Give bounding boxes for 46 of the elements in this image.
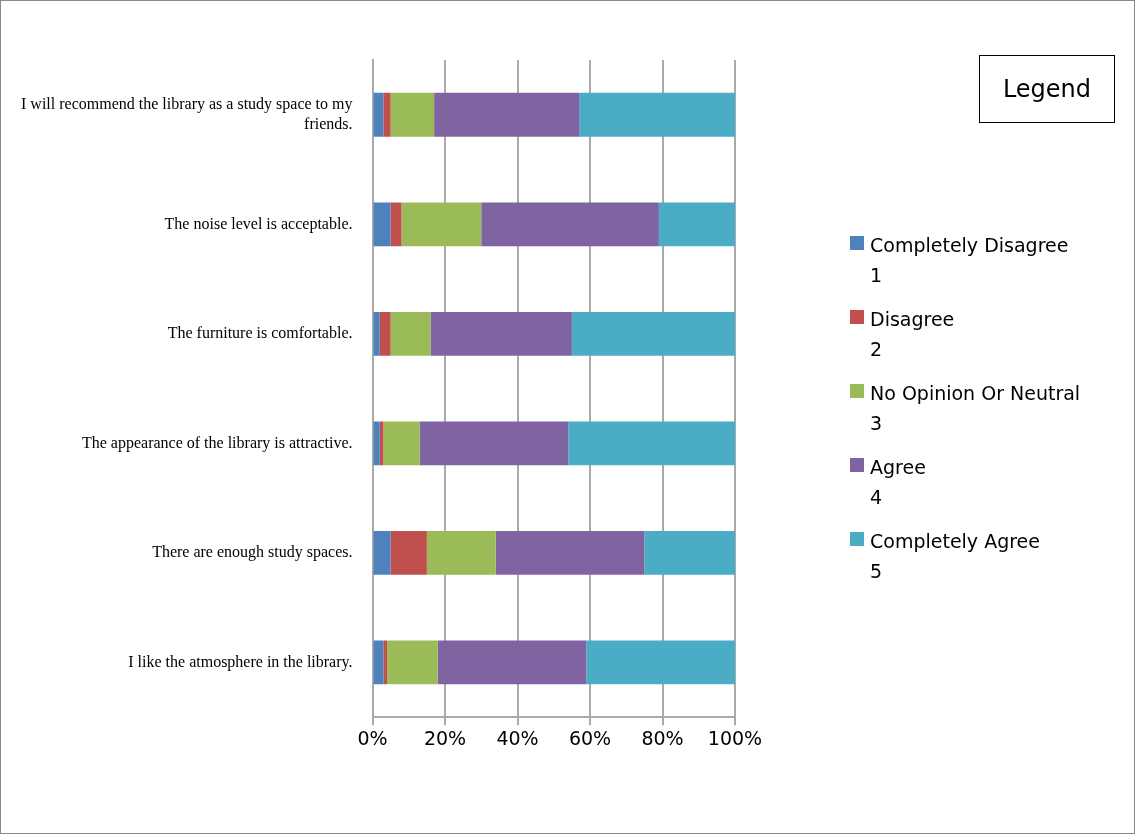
x-tick-label: 20% xyxy=(423,726,467,749)
x-tick-label: 60% xyxy=(568,726,612,749)
x-tick-label: 0% xyxy=(357,726,388,749)
bar xyxy=(390,530,427,575)
x-tick-label: 100% xyxy=(707,726,763,749)
bar xyxy=(373,421,380,466)
y-tick-label: There are enough study spaces. xyxy=(152,543,353,562)
bar xyxy=(419,421,569,466)
bar xyxy=(373,202,391,247)
y-tick-label: I will recommend the library as a study space to my friends. xyxy=(21,95,353,132)
legend-label: No Opinion Or Neutral 3 xyxy=(870,381,1081,436)
bar xyxy=(373,92,384,137)
bar xyxy=(568,421,735,466)
bar xyxy=(481,202,659,247)
bar xyxy=(658,202,735,247)
bar xyxy=(426,530,496,575)
bar xyxy=(434,92,580,137)
legend-label: Agree 4 xyxy=(870,455,926,510)
legend-label: Completely Agree 5 xyxy=(870,529,1040,584)
y-tick-label: I like the atmosphere in the library. xyxy=(128,652,353,671)
bar xyxy=(383,421,420,466)
x-tick-label: 80% xyxy=(641,726,684,749)
bar xyxy=(495,530,645,575)
bar xyxy=(379,311,391,356)
bar xyxy=(571,311,735,356)
y-tick-label: The furniture is comfortable. xyxy=(167,324,353,342)
bar xyxy=(390,202,402,247)
bar xyxy=(586,640,735,685)
bar xyxy=(430,311,572,356)
bar xyxy=(437,640,587,685)
y-tick-label: The noise level is acceptable. xyxy=(164,214,353,233)
bar xyxy=(390,311,431,356)
bar xyxy=(383,92,391,137)
legend-title: Legend xyxy=(979,55,1115,123)
bar xyxy=(644,530,735,575)
legend-label: Completely Disagree 1 xyxy=(870,233,1069,288)
bar xyxy=(390,92,435,137)
bar xyxy=(383,640,387,685)
bar xyxy=(373,311,380,356)
x-tick-label: 40% xyxy=(496,726,539,749)
bar xyxy=(387,640,438,685)
bar xyxy=(401,202,482,247)
bar xyxy=(579,92,735,137)
y-tick-label: The appearance of the library is attractive. xyxy=(81,433,353,452)
bar xyxy=(373,530,391,575)
legend-label: Disagree 2 xyxy=(870,307,955,362)
